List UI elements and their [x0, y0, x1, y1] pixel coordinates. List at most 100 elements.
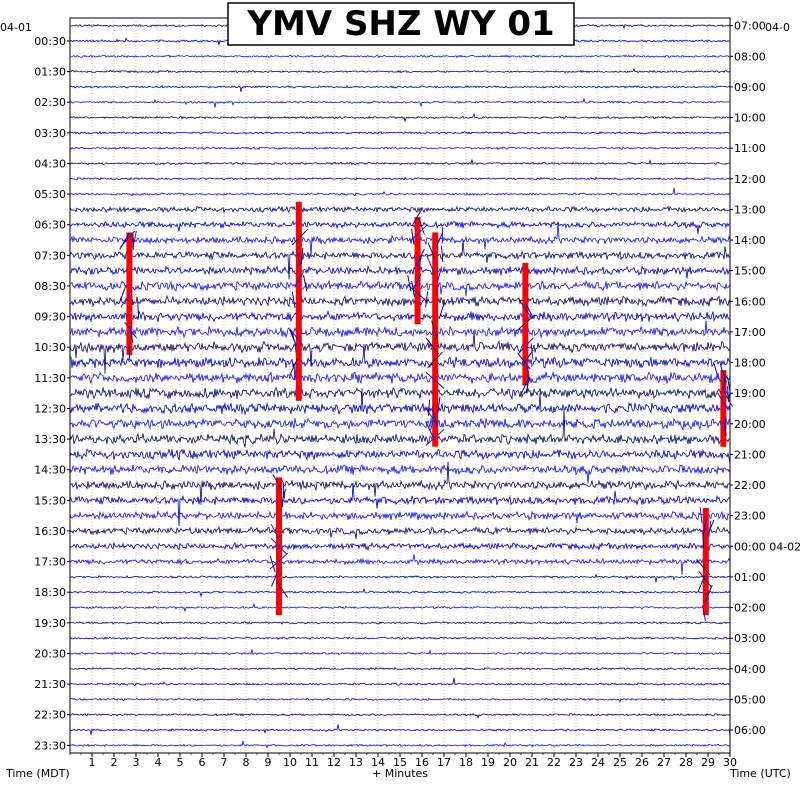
event-spike: [441, 245, 444, 262]
event-spike: [727, 377, 731, 394]
event-spike: [699, 507, 703, 524]
event-spike: [713, 363, 719, 380]
x-tick-label: 7: [221, 756, 228, 769]
x-tick-label: 16: [415, 756, 429, 769]
x-tick-label: 9: [265, 756, 272, 769]
event-spike: [702, 604, 706, 622]
right-tick-label: 20:00: [734, 418, 766, 431]
title-box: YMV SHZ WY 01: [227, 2, 575, 46]
right-tick-label: 09:00: [734, 81, 766, 94]
event-spike: [128, 344, 131, 361]
left-tick-label: 22:30: [34, 709, 66, 722]
x-axis-label: + Minutes: [372, 767, 428, 780]
event-spike: [702, 518, 707, 535]
left-tick-label: 10:30: [34, 341, 66, 354]
x-tick-label: 28: [679, 756, 693, 769]
trace-row: [69, 666, 731, 671]
x-tick-label: 2: [111, 756, 118, 769]
right-axis-label: Time (UTC): [729, 767, 791, 780]
event-spike: [427, 399, 431, 416]
right-tick-label: 03:00: [734, 632, 766, 645]
left-tick-label: 09:30: [34, 311, 66, 324]
trace-row: [69, 331, 731, 374]
right-tick-label: 12:00: [734, 173, 766, 186]
x-tick-label: 1: [89, 756, 96, 769]
x-tick-label: 11: [305, 756, 319, 769]
right-tick-label: 22:00: [734, 479, 766, 492]
x-tick-label: 15: [393, 756, 407, 769]
right-tick-label: 13:00: [734, 203, 766, 216]
left-tick-label: 04:30: [34, 157, 66, 170]
trace-row: [69, 525, 731, 540]
right-tick-label: 14:00: [734, 234, 766, 247]
right-tick-label: 01:00: [734, 571, 766, 584]
event-spike: [702, 532, 705, 549]
event-spike: [303, 275, 308, 292]
event-spike: [438, 302, 445, 320]
left-tick-label: 14:30: [34, 464, 66, 477]
event-spike: [708, 520, 712, 537]
left-date-label: 04-01: [0, 21, 32, 34]
x-tick-label: 8: [243, 756, 250, 769]
trace-row: [69, 510, 731, 523]
event-spike: [436, 266, 443, 283]
trace-row: [69, 264, 731, 279]
event-spike: [276, 581, 289, 598]
right-tick-label: 06:00: [734, 724, 766, 737]
trace-row: [69, 187, 731, 197]
event-spike: [411, 208, 423, 226]
x-tick-label: 23: [569, 756, 583, 769]
trace-row: [69, 205, 731, 214]
event-spike: [291, 291, 296, 309]
event-spike: [118, 286, 127, 303]
trace-row: [69, 740, 731, 749]
event-spike: [270, 537, 288, 555]
x-tick-label: 6: [199, 756, 206, 769]
trace-row: [69, 221, 731, 256]
trace-row: [69, 97, 731, 108]
event-spike: [407, 275, 412, 292]
trace-row: [69, 712, 731, 720]
right-tick-label: 07:00: [734, 20, 766, 33]
left-axis-label: Time (MDT): [5, 767, 70, 780]
event-spike: [124, 321, 138, 339]
left-tick-label: 05:30: [34, 188, 66, 201]
event-spike: [418, 251, 424, 269]
event-spike: [425, 408, 438, 425]
event-spike: [704, 584, 713, 602]
trace-row: [69, 176, 731, 181]
x-tick-label: 3: [133, 756, 140, 769]
event-spike: [425, 429, 445, 446]
clipped-event-bar: [414, 217, 421, 325]
right-tick-label: 02:00: [734, 602, 766, 615]
event-spike: [291, 228, 309, 246]
x-tick-label: 18: [459, 756, 473, 769]
trace-row: [69, 677, 731, 687]
event-spike: [437, 396, 441, 413]
trace-row: [69, 146, 731, 151]
event-spike: [516, 314, 536, 332]
event-spike: [289, 329, 297, 347]
x-tick-label: 10: [283, 756, 297, 769]
trace-row: [69, 294, 731, 308]
right-tick-label: 21:00: [734, 448, 766, 461]
trace-row: [69, 408, 731, 448]
event-spike: [137, 301, 140, 318]
trace-row: [69, 112, 730, 123]
event-spike: [132, 230, 137, 247]
event-spike: [418, 218, 425, 235]
left-tick-label: 17:30: [34, 556, 66, 569]
event-spike: [430, 413, 435, 431]
left-tick-label: 20:30: [34, 647, 66, 660]
trace-row: [69, 602, 731, 613]
right-tick-label: 00:00 04-02: [734, 540, 800, 553]
x-tick-label: 19: [481, 756, 495, 769]
clipped-event-bar: [720, 370, 727, 447]
x-tick-label: 20: [503, 756, 517, 769]
x-tick-label: 5: [177, 756, 184, 769]
right-date-label: 04-0: [765, 21, 790, 34]
event-spike: [521, 376, 530, 393]
event-spike: [517, 298, 530, 315]
right-tick-label: 19:00: [734, 387, 766, 400]
